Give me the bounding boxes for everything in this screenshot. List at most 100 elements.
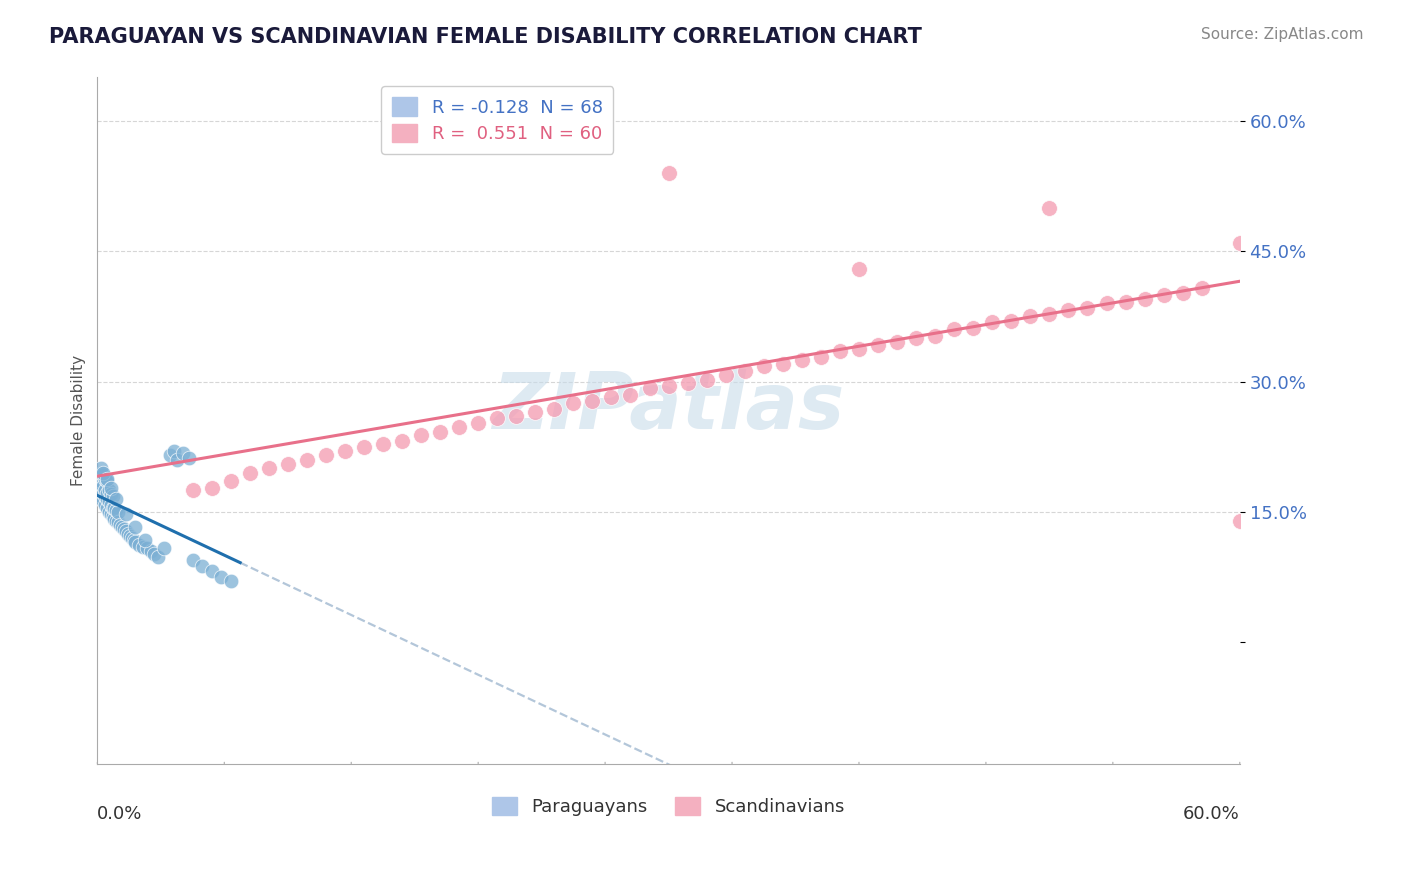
Point (505, 409, 527, 424)
Point (91, 494, 114, 508)
Legend: Paraguayans, Scandinavians: Paraguayans, Scandinavians (485, 789, 852, 823)
Point (135, 541, 157, 556)
Point (172, 446, 194, 460)
Point (134, 533, 156, 547)
Point (97, 505, 120, 519)
Point (124, 535, 146, 549)
Point (89, 483, 111, 497)
Point (1095, 296, 1118, 310)
Point (90, 475, 112, 489)
Point (1000, 314, 1022, 328)
Point (122, 533, 145, 547)
Point (1229, 514, 1251, 528)
Point (118, 529, 141, 543)
Point (166, 452, 188, 467)
Point (1171, 285, 1194, 300)
Point (128, 538, 150, 552)
Point (752, 359, 775, 373)
Point (181, 552, 204, 566)
Point (115, 524, 138, 538)
Point (97, 494, 120, 508)
Point (103, 512, 125, 526)
Point (619, 387, 641, 401)
Point (562, 396, 585, 410)
Point (658, 379, 681, 393)
Point (658, 166, 681, 180)
Point (1229, 235, 1251, 250)
Point (100, 507, 122, 521)
Point (94, 483, 117, 497)
Point (96, 475, 118, 489)
Point (429, 425, 451, 439)
Point (101, 489, 124, 503)
Point (219, 475, 242, 489)
Point (101, 509, 124, 524)
Point (467, 416, 489, 430)
Point (449, 419, 471, 434)
Text: 60.0%: 60.0% (1182, 805, 1240, 823)
Point (239, 466, 262, 480)
Point (89, 477, 111, 491)
Text: 0.0%: 0.0% (97, 805, 143, 823)
Point (96, 491, 118, 506)
Point (105, 514, 128, 528)
Point (200, 481, 222, 495)
Point (115, 507, 138, 521)
Point (409, 428, 432, 442)
Point (90, 466, 112, 480)
Point (772, 357, 794, 371)
Point (866, 338, 889, 352)
Point (1038, 307, 1060, 321)
Point (96, 500, 118, 515)
Point (91, 485, 114, 500)
Point (100, 498, 122, 512)
Point (315, 449, 337, 463)
Point (200, 564, 222, 578)
Point (107, 505, 129, 519)
Point (1153, 287, 1175, 301)
Point (371, 437, 394, 451)
Point (467, 131, 489, 145)
Point (676, 376, 699, 391)
Point (295, 452, 318, 467)
Point (94, 498, 117, 512)
Point (139, 544, 162, 558)
Point (209, 570, 232, 584)
Point (89, 470, 111, 484)
Point (111, 520, 134, 534)
Point (886, 335, 908, 350)
Point (257, 461, 280, 475)
Point (162, 444, 184, 458)
Point (391, 434, 413, 448)
Point (219, 574, 242, 589)
Point (94, 472, 117, 486)
Text: PARAGUAYAN VS SCANDINAVIAN FEMALE DISABILITY CORRELATION CHART: PARAGUAYAN VS SCANDINAVIAN FEMALE DISABI… (49, 27, 922, 46)
Point (333, 444, 356, 458)
Point (1038, 201, 1060, 215)
Point (107, 516, 129, 530)
Point (353, 440, 375, 454)
Point (91, 479, 114, 493)
Point (1076, 301, 1098, 315)
Point (97, 483, 120, 497)
Point (696, 373, 718, 387)
Point (828, 344, 851, 359)
Point (148, 549, 170, 564)
Point (848, 342, 870, 356)
Point (1133, 292, 1156, 306)
Point (112, 522, 135, 536)
Point (543, 402, 565, 417)
Point (121, 531, 143, 545)
Point (905, 331, 928, 345)
Point (94, 489, 117, 503)
Point (143, 547, 166, 561)
Point (981, 315, 1004, 329)
Point (924, 329, 946, 343)
Point (524, 405, 547, 419)
Point (191, 558, 214, 573)
Point (1019, 310, 1042, 324)
Point (105, 503, 128, 517)
Point (103, 500, 125, 515)
Point (1115, 294, 1137, 309)
Point (91, 466, 114, 480)
